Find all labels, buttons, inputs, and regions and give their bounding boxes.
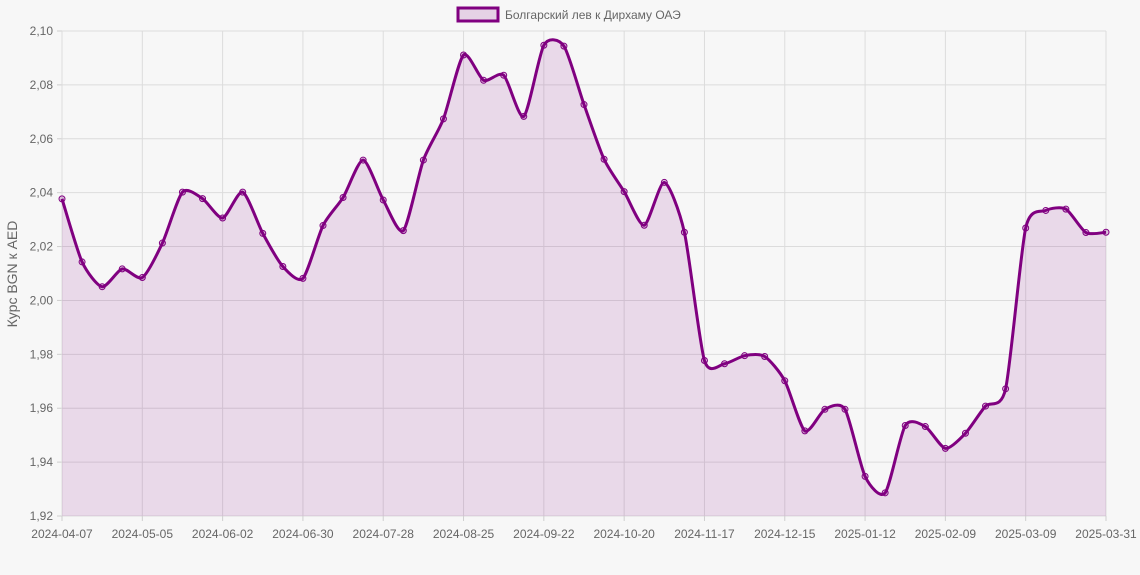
data-point[interactable]: [700, 357, 708, 365]
data-point[interactable]: [560, 42, 568, 50]
data-point[interactable]: [339, 194, 347, 202]
x-tick-label: 2025-03-31: [1075, 527, 1137, 541]
data-point[interactable]: [1062, 205, 1070, 213]
data-point[interactable]: [500, 71, 508, 79]
x-tick-label: 2024-06-30: [272, 527, 334, 541]
data-point[interactable]: [259, 229, 267, 237]
data-point[interactable]: [961, 429, 969, 437]
data-point[interactable]: [460, 51, 468, 59]
data-point[interactable]: [520, 112, 528, 120]
data-point[interactable]: [118, 265, 126, 273]
series-line-path: [60, 38, 1107, 496]
data-point[interactable]: [620, 188, 628, 196]
data-point[interactable]: [399, 227, 407, 235]
legend-label[interactable]: Болгарский лев к Дирхаму ОАЭ: [505, 8, 681, 22]
y-tick-label: 1,98: [30, 347, 54, 361]
data-point[interactable]: [480, 76, 488, 84]
area-fill: [62, 39, 1106, 516]
data-point[interactable]: [901, 421, 909, 429]
data-point[interactable]: [1042, 206, 1050, 214]
y-axis-ticks: 1,92 1,94 1,96 1,98 2,00 2,02 2,04 2,06 2,08 2,10: [30, 24, 54, 523]
x-axis-ticks: 2024-04-07 2024-05-05 2024-06-02 2024-06-30…: [31, 527, 1137, 541]
y-axis-title: Курс BGN к AED: [4, 221, 20, 328]
data-point[interactable]: [299, 274, 307, 282]
series-area: [62, 39, 1106, 516]
legend-swatch[interactable]: [456, 6, 500, 23]
x-tick-label: 2025-03-09: [995, 527, 1057, 541]
y-tick-label: 1,94: [30, 455, 54, 469]
x-tick-label: 2024-10-20: [593, 527, 655, 541]
x-tick-label: 2024-04-07: [31, 527, 93, 541]
data-point[interactable]: [78, 258, 86, 266]
series-line: [60, 38, 1107, 496]
data-point[interactable]: [219, 214, 227, 222]
data-point[interactable]: [721, 360, 729, 368]
y-tick-label: 2,10: [30, 24, 54, 38]
x-tick-label: 2024-12-15: [754, 527, 816, 541]
data-point[interactable]: [821, 405, 829, 413]
x-tick-label: 2024-11-17: [674, 527, 735, 541]
data-point[interactable]: [580, 101, 588, 109]
y-tick-label: 2,08: [30, 78, 54, 92]
y-tick-label: 2,00: [30, 293, 54, 307]
data-point[interactable]: [158, 239, 166, 247]
data-point[interactable]: [319, 222, 327, 230]
y-tick-label: 2,04: [30, 186, 54, 200]
x-tick-label: 2024-07-28: [353, 527, 415, 541]
data-point[interactable]: [982, 402, 990, 410]
y-tick-label: 2,02: [30, 240, 54, 254]
data-point[interactable]: [540, 41, 548, 49]
data-point[interactable]: [239, 188, 247, 196]
data-point[interactable]: [1102, 228, 1110, 236]
data-point[interactable]: [600, 155, 608, 163]
legend[interactable]: Болгарский лев к Дирхаму ОАЭ: [456, 6, 681, 23]
grid: [57, 30, 1107, 521]
data-point[interactable]: [58, 195, 66, 203]
data-point[interactable]: [199, 195, 207, 203]
y-tick-label: 1,92: [30, 509, 54, 523]
x-tick-label: 2024-09-22: [513, 527, 575, 541]
data-point[interactable]: [138, 274, 146, 282]
data-point[interactable]: [801, 427, 809, 435]
y-tick-label: 2,06: [30, 132, 54, 146]
data-point[interactable]: [680, 228, 688, 236]
x-tick-label: 2024-05-05: [112, 527, 174, 541]
data-point[interactable]: [178, 188, 186, 196]
data-point[interactable]: [439, 115, 447, 123]
data-point[interactable]: [660, 178, 668, 186]
data-point[interactable]: [419, 156, 427, 164]
data-point[interactable]: [359, 156, 367, 164]
data-point[interactable]: [1002, 385, 1010, 393]
data-point[interactable]: [841, 405, 849, 413]
x-tick-label: 2024-08-25: [433, 527, 495, 541]
data-point[interactable]: [741, 352, 749, 360]
x-tick-label: 2024-06-02: [192, 527, 254, 541]
data-point[interactable]: [98, 283, 106, 291]
data-point[interactable]: [921, 423, 929, 431]
y-tick-label: 1,96: [30, 401, 54, 415]
data-point[interactable]: [781, 377, 789, 385]
data-point[interactable]: [1082, 229, 1090, 237]
x-tick-label: 2025-02-09: [915, 527, 977, 541]
x-tick-label: 2025-01-12: [834, 527, 896, 541]
data-point[interactable]: [640, 221, 648, 229]
data-point[interactable]: [941, 444, 949, 452]
data-point[interactable]: [279, 262, 287, 270]
data-point[interactable]: [761, 352, 769, 360]
data-points[interactable]: [58, 41, 1110, 497]
data-point[interactable]: [881, 489, 889, 497]
data-point[interactable]: [1022, 224, 1030, 232]
data-point[interactable]: [861, 472, 869, 480]
data-point[interactable]: [379, 196, 387, 204]
